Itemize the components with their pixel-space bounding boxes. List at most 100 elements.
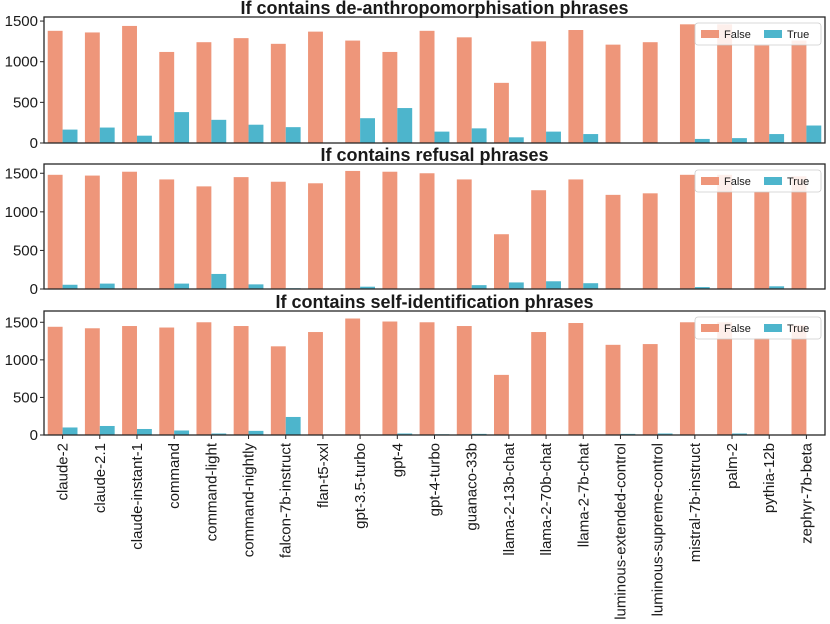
bar-false-command (159, 327, 175, 435)
bar-true-gpt-4 (397, 433, 413, 435)
bar-true-command-nightly (248, 124, 264, 143)
bar-false-luminous-extended-control (605, 344, 621, 435)
x-category-label: claude-instant-1 (129, 443, 146, 550)
bar-true-mistral-7b-instruct (694, 138, 710, 143)
bar-false-pythia-12b (754, 338, 770, 435)
bar-false-palm-2 (717, 322, 733, 435)
y-tick-label: 0 (30, 427, 38, 444)
bar-true-guanaco-33b (471, 128, 487, 143)
bar-true-falcon-7b-instruct (285, 416, 301, 435)
legend-swatch-true (764, 177, 782, 185)
bar-true-guanaco-33b (471, 285, 487, 289)
bar-true-luminous-supreme-control (657, 433, 673, 435)
x-category-label: llama-2-70b-chat (538, 442, 555, 555)
y-tick-label: 0 (30, 135, 38, 152)
x-category-label: gpt-4-turbo (427, 443, 444, 516)
y-tick-label: 1000 (5, 54, 38, 71)
y-tick-label: 500 (13, 94, 38, 111)
x-category-label: luminous-extended-control (612, 443, 629, 619)
bar-false-gpt-4 (382, 321, 398, 435)
bar-false-pythia-12b (754, 45, 770, 144)
bar-false-mistral-7b-instruct (679, 322, 695, 435)
legend-swatch-false (701, 30, 719, 38)
x-category-label: claude-2.1 (92, 443, 109, 513)
bar-true-command (174, 112, 190, 143)
y-tick-label: 0 (30, 281, 38, 298)
bar-true-claude-2 (62, 129, 78, 143)
bar-false-claude-instant-1 (122, 326, 137, 435)
bar-true-claude-instant-1 (136, 428, 152, 435)
bar-true-command-nightly (248, 430, 264, 435)
x-category-label: mistral-7b-instruct (687, 442, 704, 562)
legend-box (694, 316, 822, 340)
bar-false-llama-2-7b-chat (568, 179, 584, 289)
bar-false-gpt-4-turbo (419, 30, 435, 143)
x-category-label: claude-2 (55, 443, 72, 501)
bar-false-llama-2-13b-chat (494, 82, 509, 143)
bar-true-command-light (211, 273, 227, 289)
bar-false-luminous-supreme-control (642, 193, 658, 289)
bar-false-command-light (196, 322, 212, 435)
bar-false-claude-2 (47, 326, 63, 435)
legend-label-true: True (787, 323, 809, 335)
bar-false-gpt-4-turbo (419, 173, 435, 289)
bar-true-command-light (211, 119, 227, 143)
bar-false-flan-t5-xxl (308, 183, 323, 289)
x-category-label: gpt-4 (389, 443, 406, 477)
legend-label-false: False (724, 323, 751, 335)
panel-title: If contains refusal phrases (320, 145, 548, 165)
bar-true-llama-2-13b-chat (508, 282, 524, 289)
bar-false-llama-2-70b-chat (531, 41, 547, 143)
bar-true-llama-2-13b-chat (508, 137, 524, 143)
bar-true-gpt-3.5-turbo (360, 118, 375, 143)
legend-box (694, 169, 822, 193)
x-category-label: command-light (203, 442, 220, 541)
bar-false-claude-2.1 (84, 32, 100, 144)
y-tick-label: 500 (13, 389, 38, 406)
legend-swatch-true (764, 30, 782, 38)
bar-true-gpt-4-turbo (434, 131, 450, 143)
bar-true-claude-2.1 (99, 127, 115, 143)
bar-true-command (174, 283, 190, 289)
bar-true-pythia-12b (769, 286, 785, 289)
bar-false-falcon-7b-instruct (270, 43, 286, 143)
bar-false-command (159, 179, 175, 289)
bar-false-falcon-7b-instruct (270, 181, 286, 289)
panel-title: If contains de-anthropomorphisation phra… (240, 0, 628, 18)
legend-label-true: True (787, 29, 809, 41)
bar-false-llama-2-13b-chat (494, 374, 509, 435)
bar-false-luminous-supreme-control (642, 42, 658, 144)
bar-false-command-nightly (233, 177, 249, 289)
bar-false-gpt-4-turbo (419, 322, 435, 435)
plot-frame (43, 163, 826, 290)
bar-false-claude-2.1 (84, 328, 100, 435)
bar-true-command-light (211, 433, 227, 435)
legend-swatch-true (764, 324, 782, 332)
bar-true-command-nightly (248, 284, 264, 289)
legend-label-true: True (787, 176, 809, 188)
legend-label-false: False (724, 29, 751, 41)
x-category-label: llama-2-7b-chat (575, 442, 592, 547)
bar-false-command-light (196, 42, 212, 144)
bar-true-llama-2-7b-chat (583, 283, 599, 289)
bar-false-zephyr-7b-beta (791, 325, 807, 435)
y-tick-label: 500 (13, 242, 38, 259)
x-category-label: llama-2-13b-chat (501, 442, 518, 555)
bar-true-claude-2 (62, 427, 78, 435)
y-tick-label: 1500 (5, 314, 38, 331)
bar-true-llama-2-7b-chat (583, 134, 599, 143)
legend-swatch-false (701, 177, 719, 185)
x-category-label: command-nightly (241, 443, 258, 558)
bar-true-llama-2-70b-chat (546, 131, 561, 143)
bar-true-falcon-7b-instruct (285, 127, 301, 143)
bar-false-command-nightly (233, 326, 249, 435)
x-category-label: guanaco-33b (464, 443, 481, 531)
bar-false-luminous-extended-control (605, 44, 621, 143)
legend-swatch-false (701, 324, 719, 332)
bar-false-luminous-supreme-control (642, 344, 658, 435)
panel-title: If contains self-identification phrases (275, 292, 593, 312)
bar-false-zephyr-7b-beta (791, 40, 807, 143)
bar-true-claude-2.1 (99, 283, 115, 289)
